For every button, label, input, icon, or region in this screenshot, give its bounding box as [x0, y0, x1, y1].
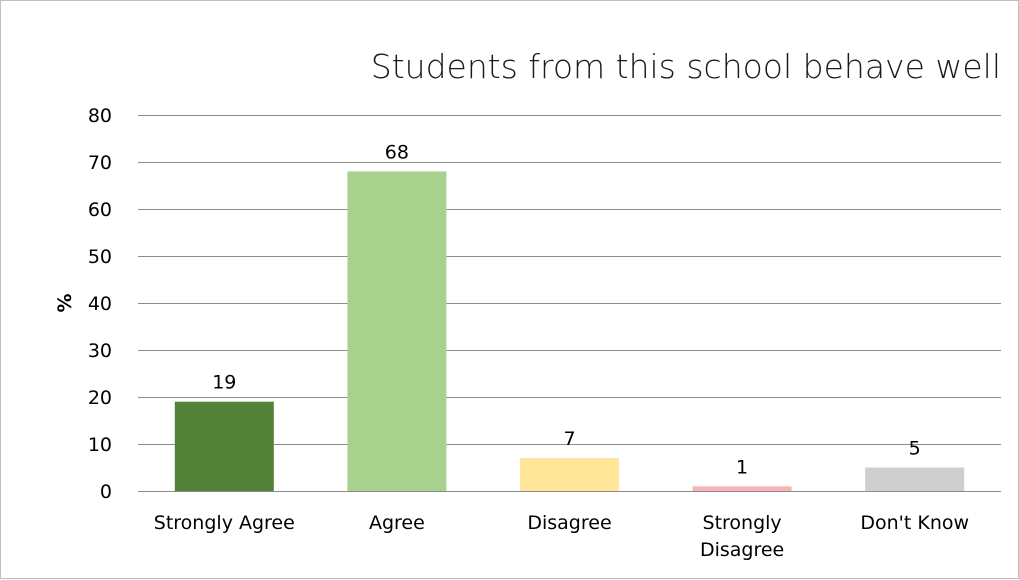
y-tick-label: 70	[88, 152, 112, 174]
bar-strongly-agree	[174, 401, 274, 491]
bar-strongly-disagree	[692, 486, 792, 491]
y-tick-label: 60	[88, 199, 112, 221]
x-category-label: Agree	[369, 512, 425, 534]
bars	[174, 171, 965, 491]
gridlines	[138, 115, 1001, 492]
bar-disagree	[520, 458, 619, 491]
y-tick-label: 30	[88, 340, 112, 362]
y-tick-label: 50	[88, 246, 112, 268]
y-tick-label: 0	[100, 481, 112, 503]
data-label: 7	[563, 428, 575, 450]
y-tick-label: 80	[88, 105, 112, 127]
x-category-label: Disagree	[527, 512, 611, 534]
y-tick-label: 20	[88, 387, 112, 409]
x-category-label: Strongly Disagree	[700, 512, 784, 561]
bar-agree	[347, 171, 447, 491]
data-labels: 19 68 7 1 5	[212, 141, 921, 478]
x-category-label: Strongly Agree	[154, 512, 295, 534]
data-label: 5	[909, 438, 921, 460]
x-axis-categories: Strongly Agree Agree Disagree Strongly Disag…	[154, 512, 969, 561]
bar-don-t-know	[865, 467, 965, 491]
data-label: 1	[736, 456, 748, 478]
y-tick-label: 10	[88, 434, 112, 456]
x-category-label: Don't Know	[860, 512, 969, 534]
chart-title: Students from this school behave well	[371, 47, 1001, 86]
data-label: 19	[212, 372, 236, 394]
y-axis-label: %	[54, 293, 76, 312]
y-axis-ticks: 0 10 20 30 40 50 60 70 80	[88, 105, 112, 503]
data-label: 68	[385, 141, 409, 163]
y-tick-label: 40	[88, 293, 112, 315]
